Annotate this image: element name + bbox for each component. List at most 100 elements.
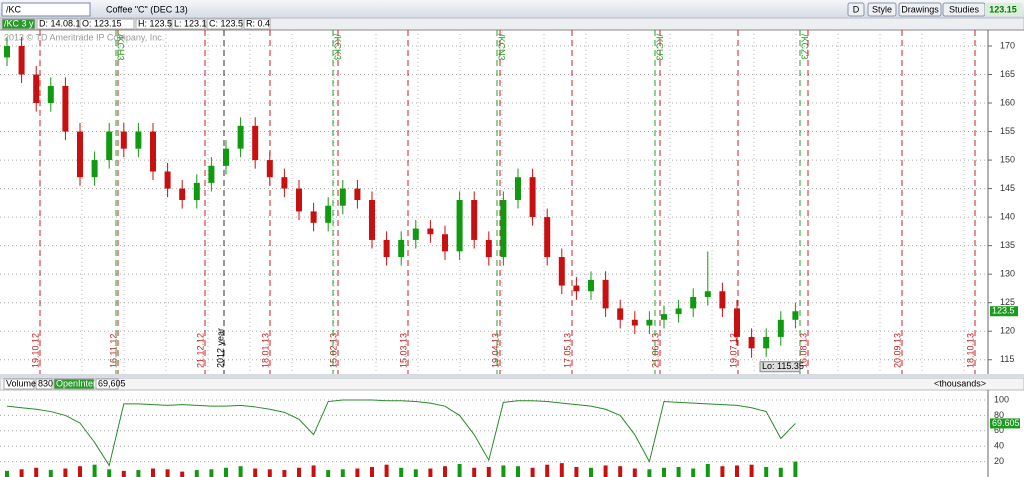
candle-body [573,285,580,292]
button-label[interactable]: Style [872,4,892,14]
volume-bar [282,470,287,477]
volume-bar [63,468,68,477]
date-label: 20.09.13 [892,333,902,368]
contract-label: /KCH3 [116,34,126,61]
info-text: L: 123.1 [174,18,207,28]
volume-bar [516,466,520,477]
info-cell [135,18,171,30]
volume-bar [647,469,652,477]
toolbar-button[interactable] [898,2,942,17]
candle-body [777,319,784,337]
volume-bar [165,469,170,477]
volume-bar [428,468,433,477]
candle-body [515,177,521,201]
candle-body [763,336,770,349]
y-tick-label: 170 [1000,40,1015,50]
candle-body [558,257,565,286]
info-text: /KC 3 y D [4,18,43,28]
candle-body [661,314,667,320]
candle-body [398,239,405,258]
volume-bar [778,467,783,477]
volume-bar [209,469,214,477]
volume-bar [486,466,491,477]
volume-bar [574,466,579,477]
last-price: 123.15 [989,4,1017,14]
symbol[interactable]: /KC [6,4,22,14]
y-tick-label: 80 [994,410,1004,420]
header-cell [95,378,119,390]
candle-body [675,308,682,315]
splitter [0,374,1024,377]
header-cell [53,378,95,390]
candle-body [223,148,229,166]
y-tick-label: 130 [1000,269,1015,279]
candle-body [252,125,259,161]
volume-bar [720,466,725,477]
oi-tag-box [990,418,1020,429]
candle-body [266,160,273,178]
candle-body [646,319,653,326]
candle-body [296,188,302,212]
date-label: 18.01.13 [260,333,270,368]
volume-bar [764,466,769,477]
volume-bar [311,465,316,477]
volume-bar [253,468,258,477]
toolbar [0,0,1024,18]
units-label: <thousands> [934,378,986,388]
candle-body [631,319,638,326]
price-tag-box [990,306,1018,317]
candle-body [456,200,463,252]
candle-body [62,85,69,132]
volume-bar [443,466,447,477]
info-text: O: 123.15 [82,18,122,28]
y-tick-label: 155 [1000,126,1015,136]
y-tick-label: 165 [1000,69,1015,79]
date-label: 19.07.13 [728,333,738,368]
candle-body [106,131,113,161]
volume-bar [662,467,666,477]
y-tick-label: 120 [1000,326,1015,336]
y-tick-label: 150 [1000,154,1015,164]
y-tick-label: 125 [1000,297,1015,307]
button-label[interactable]: Studies [949,4,980,14]
toolbar-button[interactable] [867,2,897,17]
info-cell [36,18,79,30]
volume-bar [705,463,710,477]
volume-bar [19,469,24,477]
header-text: OpenInterest [56,378,109,388]
candle-body [792,311,799,320]
volume-bar [691,468,696,477]
candle-body [179,188,186,201]
candle-body [471,200,478,240]
volume-bar [735,465,739,477]
date-label: 15.03.13 [398,333,408,368]
volume-bar [559,463,564,477]
candle-body [47,85,54,104]
y-tick-label: 135 [1000,240,1015,250]
candle-body [500,200,507,258]
button-label[interactable]: D [853,4,860,14]
volume-bar [355,468,360,477]
volume-bar [5,470,9,477]
candle-body [704,291,711,297]
info-cell [206,18,243,30]
volume-bar [121,470,126,477]
volume-bar [297,467,301,477]
date-label: 21.12.12 [195,333,205,368]
volume-bar [340,469,345,477]
volume-bar [151,468,155,477]
toolbar-button[interactable] [847,2,865,17]
info-cell [243,18,271,30]
volume-bar [749,464,754,477]
info-text: H: 123.5 [138,18,172,28]
y-tick-label: 140 [1000,211,1015,221]
candle-body [588,279,594,292]
open-interest-line [6,399,796,467]
date-label: 17.05.13 [562,333,572,368]
y-tick-label: 145 [1000,183,1015,193]
symbol-input[interactable] [1,2,91,17]
volume-bar [399,467,404,477]
button-label[interactable]: Drawings [901,4,939,14]
volume-bar [472,467,477,477]
